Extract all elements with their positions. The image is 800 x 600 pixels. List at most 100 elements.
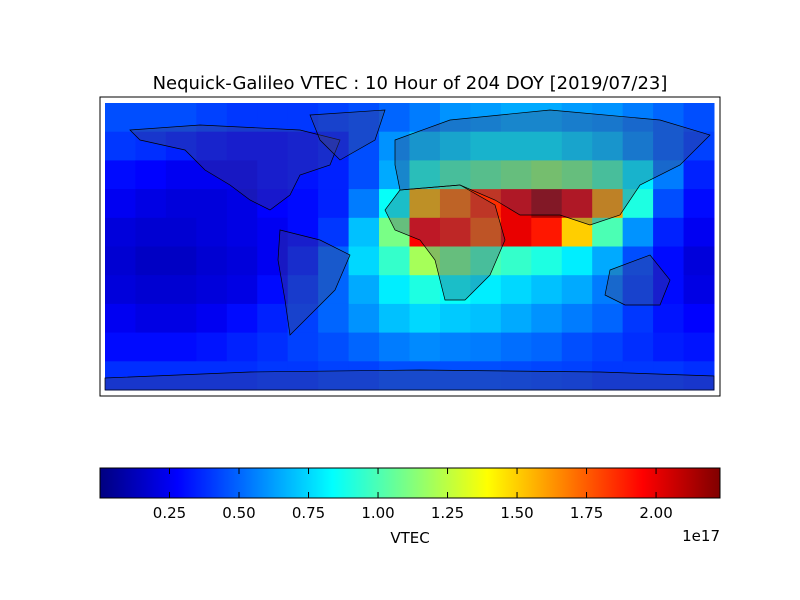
cell xyxy=(196,332,228,362)
cell xyxy=(348,246,380,276)
cell xyxy=(287,131,319,161)
cell xyxy=(531,131,563,161)
cell xyxy=(379,361,410,391)
cell xyxy=(439,217,471,247)
cell xyxy=(653,303,685,334)
cell xyxy=(257,160,289,190)
cell xyxy=(592,160,624,190)
cell xyxy=(592,303,624,334)
heatmap xyxy=(105,103,715,391)
cell xyxy=(348,160,380,190)
cell xyxy=(622,332,654,362)
cell xyxy=(409,103,441,133)
land xyxy=(104,369,715,391)
cell xyxy=(500,275,532,305)
cell xyxy=(318,332,350,362)
cell xyxy=(257,332,289,362)
map-frame xyxy=(99,96,721,397)
cell xyxy=(105,275,136,305)
cell xyxy=(439,103,471,133)
cell xyxy=(561,246,593,276)
cell xyxy=(379,160,410,190)
cell xyxy=(318,189,350,219)
land xyxy=(394,109,711,226)
cell xyxy=(470,131,502,161)
colorbar-offset: 1e17 xyxy=(682,527,720,545)
cell xyxy=(379,303,410,334)
cell xyxy=(500,246,532,276)
cell xyxy=(409,160,441,190)
cell xyxy=(165,131,197,161)
cell xyxy=(683,332,715,362)
cell xyxy=(683,103,715,133)
cell xyxy=(135,131,167,161)
cell xyxy=(287,189,319,219)
cell xyxy=(226,160,258,190)
cell xyxy=(379,103,410,133)
cell xyxy=(226,275,258,305)
cell xyxy=(622,217,654,247)
cell xyxy=(531,103,563,133)
cell xyxy=(531,189,563,219)
cell xyxy=(653,103,685,133)
cell xyxy=(287,332,319,362)
colorbar-tick-label: 0.50 xyxy=(222,504,255,522)
land xyxy=(384,184,506,301)
cell xyxy=(470,332,502,362)
cell xyxy=(318,160,350,190)
cell xyxy=(561,303,593,334)
cell xyxy=(531,303,563,334)
cell xyxy=(196,303,228,334)
cell xyxy=(105,189,136,219)
cell xyxy=(287,160,319,190)
cell xyxy=(592,189,624,219)
cell xyxy=(135,275,167,305)
cell xyxy=(226,332,258,362)
cell xyxy=(500,189,532,219)
cell xyxy=(439,131,471,161)
cell xyxy=(165,332,197,362)
coastlines xyxy=(104,109,715,391)
cell xyxy=(653,189,685,219)
cell xyxy=(683,160,715,190)
cell xyxy=(165,275,197,305)
cell xyxy=(653,275,685,305)
cell xyxy=(531,160,563,190)
colorbar-tick-label: 2.00 xyxy=(639,504,672,522)
cell xyxy=(470,160,502,190)
cell xyxy=(105,217,136,247)
cell xyxy=(439,303,471,334)
cell xyxy=(409,189,441,219)
cell xyxy=(196,160,228,190)
cell xyxy=(226,131,258,161)
cell xyxy=(257,189,289,219)
cell xyxy=(165,361,197,391)
cell xyxy=(226,303,258,334)
cell xyxy=(409,275,441,305)
cell xyxy=(348,217,380,247)
cell xyxy=(318,103,350,133)
cell xyxy=(196,361,228,391)
land xyxy=(129,124,341,211)
cell xyxy=(165,189,197,219)
cell xyxy=(531,361,563,391)
colorbar-tick-label: 0.75 xyxy=(292,504,325,522)
cell xyxy=(287,103,319,133)
cell xyxy=(409,332,441,362)
cell xyxy=(135,332,167,362)
cell xyxy=(135,160,167,190)
cell xyxy=(683,217,715,247)
cell xyxy=(683,189,715,219)
cell xyxy=(348,103,380,133)
cell xyxy=(257,246,289,276)
cell xyxy=(439,160,471,190)
cell xyxy=(500,131,532,161)
cell xyxy=(561,217,593,247)
colorbar-tick-label: 1.50 xyxy=(500,504,533,522)
colorbar-tick-label: 1.00 xyxy=(361,504,394,522)
cell xyxy=(379,189,410,219)
cell xyxy=(348,332,380,362)
cell xyxy=(592,246,624,276)
